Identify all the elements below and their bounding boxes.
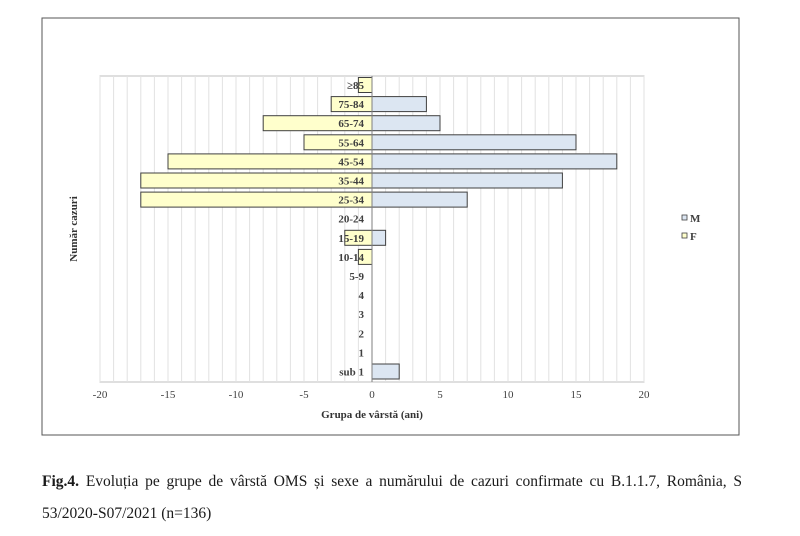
bar-f-25-34 xyxy=(140,191,373,208)
category-label: sub 1 xyxy=(339,367,364,379)
category-labels: ≥8575-8465-7455-6445-5435-4425-3420-2415… xyxy=(338,80,364,379)
category-label: 45-54 xyxy=(338,156,364,168)
x-tick-label: 0 xyxy=(369,389,375,401)
bar-m-sub 1 xyxy=(371,363,400,380)
category-label: 15-19 xyxy=(338,233,364,245)
x-tick-label: 20 xyxy=(639,389,651,401)
category-label: 10-14 xyxy=(338,252,364,264)
x-tick-labels: -20 -15 -10 -5 0 5 10 15 20 xyxy=(93,389,650,401)
legend: MF xyxy=(681,213,701,243)
figure-caption: Fig.4. Evoluția pe grupe de vârstă OMS ș… xyxy=(42,466,742,530)
bars xyxy=(140,77,618,380)
category-label: 2 xyxy=(359,328,365,340)
x-tick-label: -15 xyxy=(161,389,176,401)
x-tick-label: -20 xyxy=(93,389,108,401)
category-label: 1 xyxy=(359,347,365,359)
x-tick-label: -10 xyxy=(229,389,244,401)
caption-label: Fig.4. xyxy=(42,473,80,490)
category-label: 75-84 xyxy=(338,99,364,111)
bar-m-55-64 xyxy=(371,134,577,151)
category-label: 25-34 xyxy=(338,195,364,207)
x-tick-label: -5 xyxy=(299,389,309,401)
category-label: 35-44 xyxy=(338,176,364,188)
category-label: 4 xyxy=(359,290,365,302)
bar-m-25-34 xyxy=(371,191,468,208)
category-label: ≥85 xyxy=(347,80,365,92)
category-label: 55-64 xyxy=(338,137,364,149)
category-label: 65-74 xyxy=(338,118,364,130)
legend-label-m: M xyxy=(690,213,701,225)
legend-swatch-f xyxy=(681,232,688,239)
category-label: 3 xyxy=(359,309,365,321)
x-tick-label: 5 xyxy=(437,389,443,401)
category-label: 5-9 xyxy=(349,271,364,283)
bar-m-35-44 xyxy=(371,172,563,189)
bar-f-35-44 xyxy=(140,172,373,189)
x-axis-title: Grupa de vârstă (ani) xyxy=(321,409,423,421)
category-label: 20-24 xyxy=(338,214,364,226)
legend-swatch-m xyxy=(681,214,688,221)
caption-text: Evoluția pe grupe de vârstă OMS și sexe … xyxy=(42,473,743,522)
bar-m-15-19 xyxy=(371,229,387,246)
legend-label-f: F xyxy=(690,231,697,243)
x-tick-label: 15 xyxy=(571,389,583,401)
bar-m-65-74 xyxy=(371,115,441,132)
x-tick-label: 10 xyxy=(503,389,515,401)
bar-m-45-54 xyxy=(371,153,618,170)
y-axis-title: Număr cazuri xyxy=(68,196,80,261)
bar-m-75-84 xyxy=(371,96,427,113)
